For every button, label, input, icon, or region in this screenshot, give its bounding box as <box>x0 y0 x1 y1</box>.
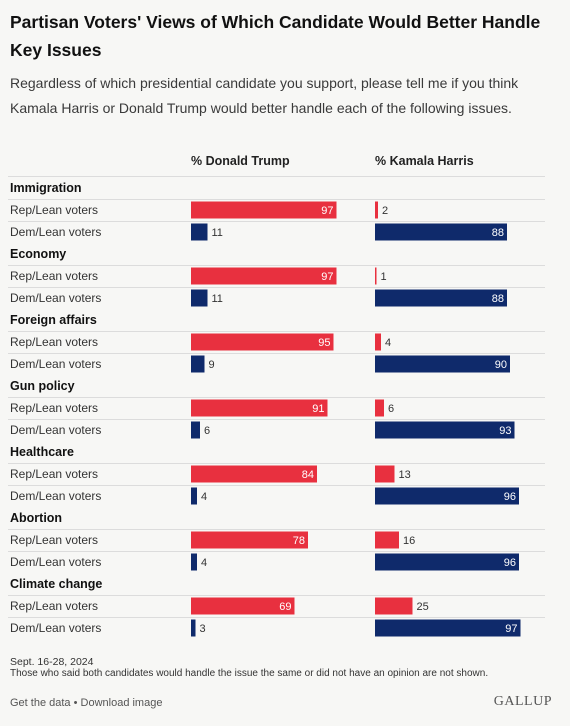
harris-bar <box>375 619 521 637</box>
trump-value-label: 95 <box>318 337 330 349</box>
harris-bar <box>375 267 377 285</box>
trump-value-label: 3 <box>200 623 206 635</box>
trump-bar <box>191 487 197 505</box>
trump-value-label: 4 <box>201 557 207 569</box>
bar-chart: Immigration Rep/Lean voters 97 2 Dem/Lean vo… <box>8 176 545 637</box>
harris-value-label: 93 <box>499 425 511 437</box>
row-label: Dem/Lean voters <box>10 489 101 503</box>
survey-date: Sept. 16-28, 2024 <box>10 656 94 668</box>
harris-value-label: 88 <box>492 227 504 239</box>
trump-value-label: 91 <box>312 403 324 415</box>
trump-bar <box>191 355 205 373</box>
harris-value-label: 88 <box>492 293 504 305</box>
row-label: Dem/Lean voters <box>10 357 101 371</box>
harris-bar <box>375 355 510 373</box>
trump-value-label: 97 <box>321 271 333 283</box>
row-label: Rep/Lean voters <box>10 533 98 547</box>
column-header-trump: % Donald Trump <box>191 154 290 168</box>
link-separator: • <box>70 697 81 709</box>
footer-links: Get the data • Download image <box>10 697 162 709</box>
chart-title: Partisan Voters' Views of Which Candidat… <box>10 12 541 60</box>
trump-bar <box>191 399 328 417</box>
trump-value-label: 69 <box>279 601 291 613</box>
row-label: Rep/Lean voters <box>10 335 98 349</box>
row-label: Dem/Lean voters <box>10 423 101 437</box>
trump-value-label: 78 <box>293 535 305 547</box>
harris-bar <box>375 223 507 241</box>
harris-value-label: 13 <box>399 469 411 481</box>
harris-bar <box>375 289 507 307</box>
issue-label: Healthcare <box>10 445 74 459</box>
harris-value-label: 6 <box>388 403 394 415</box>
trump-value-label: 9 <box>209 359 215 371</box>
harris-value-label: 90 <box>495 359 507 371</box>
trump-bar <box>191 531 308 549</box>
harris-bar <box>375 201 378 219</box>
trump-bar <box>191 597 295 615</box>
trump-bar <box>191 201 337 219</box>
row-label: Dem/Lean voters <box>10 291 101 305</box>
footnote: Those who said both candidates would han… <box>10 668 489 679</box>
trump-bar <box>191 421 200 439</box>
issue-label: Abortion <box>10 511 62 525</box>
harris-value-label: 4 <box>385 337 391 349</box>
harris-bar <box>375 487 519 505</box>
issue-label: Immigration <box>10 181 82 195</box>
column-header-harris: % Kamala Harris <box>375 154 474 168</box>
harris-value-label: 16 <box>403 535 415 547</box>
harris-value-label: 96 <box>504 491 516 503</box>
trump-bar <box>191 223 208 241</box>
harris-bar <box>375 421 515 439</box>
issue-label: Gun policy <box>10 379 75 393</box>
harris-bar <box>375 553 519 571</box>
trump-value-label: 97 <box>321 205 333 217</box>
trump-value-label: 11 <box>212 293 223 305</box>
issue-label: Foreign affairs <box>10 313 97 327</box>
harris-bar <box>375 597 413 615</box>
row-label: Rep/Lean voters <box>10 467 98 481</box>
issue-label: Economy <box>10 247 66 261</box>
trump-bar <box>191 619 196 637</box>
get-data-link[interactable]: Get the data <box>10 697 71 709</box>
harris-value-label: 25 <box>417 601 429 613</box>
row-label: Dem/Lean voters <box>10 225 101 239</box>
download-image-link[interactable]: Download image <box>80 697 163 709</box>
issue-label: Climate change <box>10 577 102 591</box>
harris-bar <box>375 531 399 549</box>
trump-value-label: 4 <box>201 491 207 503</box>
chart-subtitle: Regardless of which presidential candida… <box>10 75 519 116</box>
harris-value-label: 97 <box>505 623 517 635</box>
harris-bar <box>375 465 395 483</box>
trump-value-label: 6 <box>204 425 210 437</box>
row-label: Rep/Lean voters <box>10 599 98 613</box>
trump-value-label: 84 <box>302 469 314 481</box>
row-label: Dem/Lean voters <box>10 621 101 635</box>
harris-value-label: 1 <box>381 271 387 283</box>
trump-value-label: 11 <box>212 227 223 239</box>
trump-bar <box>191 333 334 351</box>
harris-value-label: 2 <box>382 205 388 217</box>
row-label: Rep/Lean voters <box>10 401 98 415</box>
gallup-logo: GALLUP <box>493 694 552 709</box>
row-label: Rep/Lean voters <box>10 203 98 217</box>
trump-bar <box>191 267 337 285</box>
harris-value-label: 96 <box>504 557 516 569</box>
trump-bar <box>191 465 317 483</box>
trump-bar <box>191 553 197 571</box>
row-label: Dem/Lean voters <box>10 555 101 569</box>
trump-bar <box>191 289 208 307</box>
harris-bar <box>375 333 381 351</box>
row-label: Rep/Lean voters <box>10 269 98 283</box>
harris-bar <box>375 399 384 417</box>
